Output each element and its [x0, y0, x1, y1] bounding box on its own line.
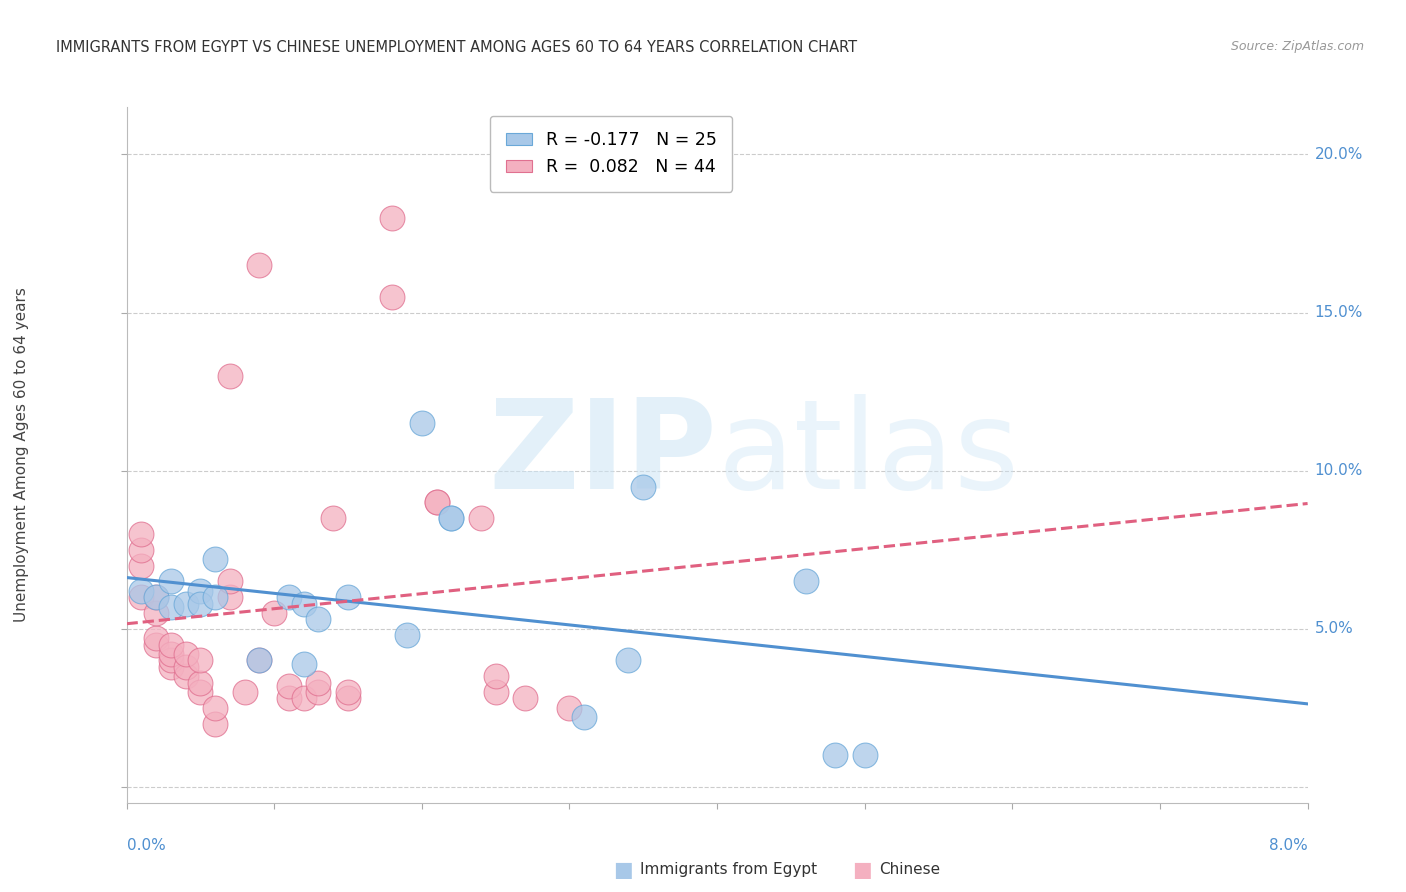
Point — [160, 647, 183, 661]
Text: 0.0%: 0.0% — [127, 838, 166, 854]
Point — [515, 691, 537, 706]
Point — [307, 612, 329, 626]
Text: ■: ■ — [613, 860, 633, 880]
Point — [278, 591, 301, 605]
Point — [337, 591, 360, 605]
Point — [174, 660, 197, 674]
Text: Chinese: Chinese — [879, 863, 939, 877]
Point — [484, 685, 508, 699]
Point — [440, 511, 463, 525]
Point — [188, 675, 212, 690]
Point — [160, 660, 183, 674]
Point — [174, 669, 197, 683]
Point — [145, 606, 167, 620]
Point — [129, 591, 153, 605]
Point — [292, 657, 315, 671]
Point — [188, 583, 212, 598]
Point — [188, 685, 212, 699]
Point — [278, 691, 301, 706]
Point — [129, 558, 153, 573]
Text: ZIP: ZIP — [488, 394, 717, 516]
Point — [322, 511, 344, 525]
Point — [145, 591, 167, 605]
Point — [470, 511, 492, 525]
Point — [129, 583, 153, 598]
Point — [160, 599, 183, 614]
Point — [219, 574, 242, 589]
Point — [633, 479, 655, 493]
Text: Immigrants from Egypt: Immigrants from Egypt — [640, 863, 817, 877]
Point — [440, 511, 463, 525]
Point — [263, 606, 285, 620]
Point — [558, 701, 581, 715]
Point — [204, 552, 226, 566]
Point — [617, 653, 640, 667]
Point — [145, 591, 167, 605]
Legend: R = -0.177   N = 25, R =  0.082   N = 44: R = -0.177 N = 25, R = 0.082 N = 44 — [489, 116, 733, 192]
Point — [129, 527, 153, 541]
Point — [160, 638, 183, 652]
Point — [174, 597, 197, 611]
Point — [160, 653, 183, 667]
Text: 8.0%: 8.0% — [1268, 838, 1308, 854]
Point — [249, 653, 271, 667]
Point — [396, 628, 419, 642]
Point — [426, 495, 449, 509]
Text: 15.0%: 15.0% — [1315, 305, 1362, 320]
Point — [292, 691, 315, 706]
Point — [249, 258, 271, 272]
Text: 5.0%: 5.0% — [1315, 622, 1354, 636]
Point — [188, 653, 212, 667]
Point — [204, 716, 226, 731]
Text: ■: ■ — [852, 860, 872, 880]
Point — [145, 638, 167, 652]
Point — [292, 597, 315, 611]
Point — [204, 591, 226, 605]
Point — [278, 679, 301, 693]
Point — [381, 290, 404, 304]
Point — [426, 495, 449, 509]
Point — [337, 685, 360, 699]
Point — [188, 597, 212, 611]
Text: Source: ZipAtlas.com: Source: ZipAtlas.com — [1230, 40, 1364, 54]
Point — [145, 632, 167, 646]
Point — [160, 574, 183, 589]
Point — [249, 653, 271, 667]
Text: Unemployment Among Ages 60 to 64 years: Unemployment Among Ages 60 to 64 years — [14, 287, 28, 623]
Point — [574, 710, 596, 724]
Point — [204, 701, 226, 715]
Point — [219, 591, 242, 605]
Point — [233, 685, 256, 699]
Text: 20.0%: 20.0% — [1315, 147, 1362, 162]
Point — [174, 647, 197, 661]
Point — [129, 542, 153, 557]
Point — [219, 368, 242, 383]
Text: IMMIGRANTS FROM EGYPT VS CHINESE UNEMPLOYMENT AMONG AGES 60 TO 64 YEARS CORRELAT: IMMIGRANTS FROM EGYPT VS CHINESE UNEMPLO… — [56, 40, 858, 55]
Text: atlas: atlas — [717, 394, 1019, 516]
Point — [853, 748, 876, 763]
Point — [794, 574, 817, 589]
Point — [411, 417, 433, 431]
Point — [307, 675, 329, 690]
Point — [484, 669, 508, 683]
Point — [824, 748, 846, 763]
Point — [337, 691, 360, 706]
Point — [307, 685, 329, 699]
Text: 10.0%: 10.0% — [1315, 463, 1362, 478]
Point — [381, 211, 404, 225]
